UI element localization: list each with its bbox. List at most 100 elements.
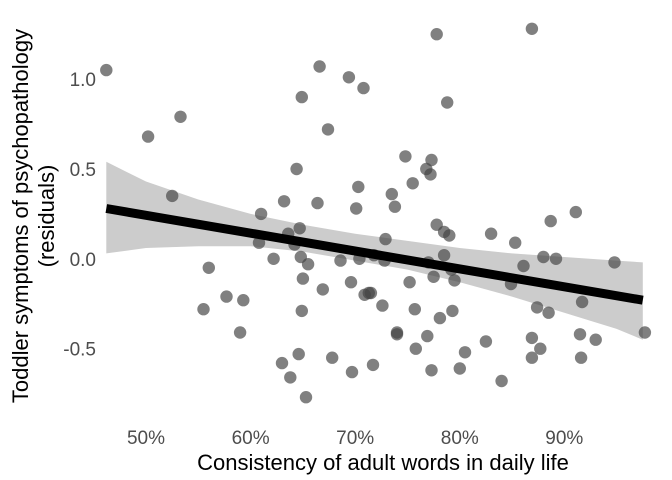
data-point <box>427 270 440 283</box>
data-point <box>254 207 268 221</box>
regression-line <box>105 204 644 305</box>
data-point <box>408 303 421 316</box>
y-axis-ticks: 1.0 0.5 0.0 -0.5 <box>63 70 96 361</box>
data-point <box>313 60 326 73</box>
data-point <box>573 328 587 341</box>
data-point <box>525 351 539 364</box>
data-point <box>638 326 652 339</box>
x-tick-label: 70% <box>336 428 374 449</box>
data-point <box>589 333 602 346</box>
data-point <box>388 200 402 213</box>
data-point <box>525 22 539 35</box>
data-point <box>390 328 404 341</box>
data-point <box>311 196 324 210</box>
data-point <box>430 28 443 41</box>
data-point <box>293 222 306 235</box>
x-tick-label: 80% <box>441 428 479 449</box>
data-point <box>403 276 416 289</box>
data-point <box>295 304 308 318</box>
regression-line-layer <box>105 204 644 305</box>
data-point <box>525 331 539 345</box>
data-point <box>544 214 557 228</box>
data-point <box>334 254 347 267</box>
data-point <box>352 180 365 194</box>
data-point <box>569 205 582 219</box>
data-point <box>453 362 466 375</box>
data-point <box>326 351 339 364</box>
data-point <box>233 326 247 339</box>
y-tick-label: 1.0 <box>70 70 96 91</box>
data-point <box>443 229 456 242</box>
data-point <box>437 249 451 262</box>
data-point <box>316 283 329 296</box>
x-tick-label: 90% <box>545 428 583 449</box>
data-point <box>575 295 589 309</box>
x-tick-label: 50% <box>127 428 165 449</box>
data-point <box>406 177 419 190</box>
data-point <box>197 303 210 316</box>
data-point <box>424 168 437 181</box>
y-tick-label: 0.0 <box>70 250 96 271</box>
data-point <box>292 347 305 361</box>
data-point <box>166 189 179 203</box>
y-tick-label: 0.5 <box>70 160 96 181</box>
y-axis-title-line-2: (residuals) <box>34 165 59 268</box>
data-point <box>202 261 215 274</box>
data-point <box>608 256 621 269</box>
data-point <box>517 259 530 273</box>
data-point <box>530 301 544 314</box>
data-point <box>141 130 155 143</box>
data-point <box>534 342 547 355</box>
data-point <box>301 258 315 271</box>
points-layer <box>100 22 652 404</box>
data-point <box>385 187 398 201</box>
data-point <box>479 335 493 348</box>
data-point <box>321 123 335 136</box>
data-point <box>441 96 454 109</box>
data-point <box>549 252 563 265</box>
data-point <box>275 356 289 370</box>
data-point <box>448 274 461 287</box>
data-point <box>296 272 310 285</box>
data-point <box>433 311 447 325</box>
data-point <box>342 71 356 84</box>
data-point <box>174 110 187 124</box>
data-point <box>267 252 280 265</box>
data-point <box>425 153 438 167</box>
data-point <box>421 329 434 343</box>
data-point <box>100 63 113 77</box>
data-point <box>542 306 555 319</box>
y-axis-title: Toddler symptoms of psychopathology (res… <box>8 29 59 403</box>
data-point <box>425 364 438 377</box>
x-axis-title: Consistency of adult words in daily life <box>197 450 569 475</box>
data-point <box>344 276 358 289</box>
data-point <box>399 150 412 163</box>
data-point <box>376 299 389 312</box>
data-point <box>458 346 472 359</box>
data-point <box>484 227 498 240</box>
data-point <box>277 195 291 208</box>
data-point <box>284 371 297 384</box>
data-point <box>350 202 363 215</box>
data-point <box>220 290 233 303</box>
data-point <box>237 294 250 307</box>
data-point <box>509 236 522 249</box>
data-point <box>364 286 378 300</box>
data-point <box>345 365 359 379</box>
data-point <box>574 351 588 364</box>
x-axis-ticks: 50% 60% 70% 80% 90% <box>127 428 583 449</box>
y-tick-label: -0.5 <box>63 340 96 361</box>
x-tick-label: 60% <box>232 428 270 449</box>
data-point <box>295 90 308 104</box>
data-point <box>446 304 459 318</box>
data-point <box>537 250 550 264</box>
data-point <box>409 342 422 355</box>
data-point <box>299 391 313 404</box>
data-point <box>379 232 392 246</box>
data-point <box>290 162 303 176</box>
y-axis-title-line-1: Toddler symptoms of psychopathology <box>8 29 33 403</box>
data-point <box>495 374 508 388</box>
data-point <box>357 81 370 95</box>
data-point <box>366 358 380 372</box>
